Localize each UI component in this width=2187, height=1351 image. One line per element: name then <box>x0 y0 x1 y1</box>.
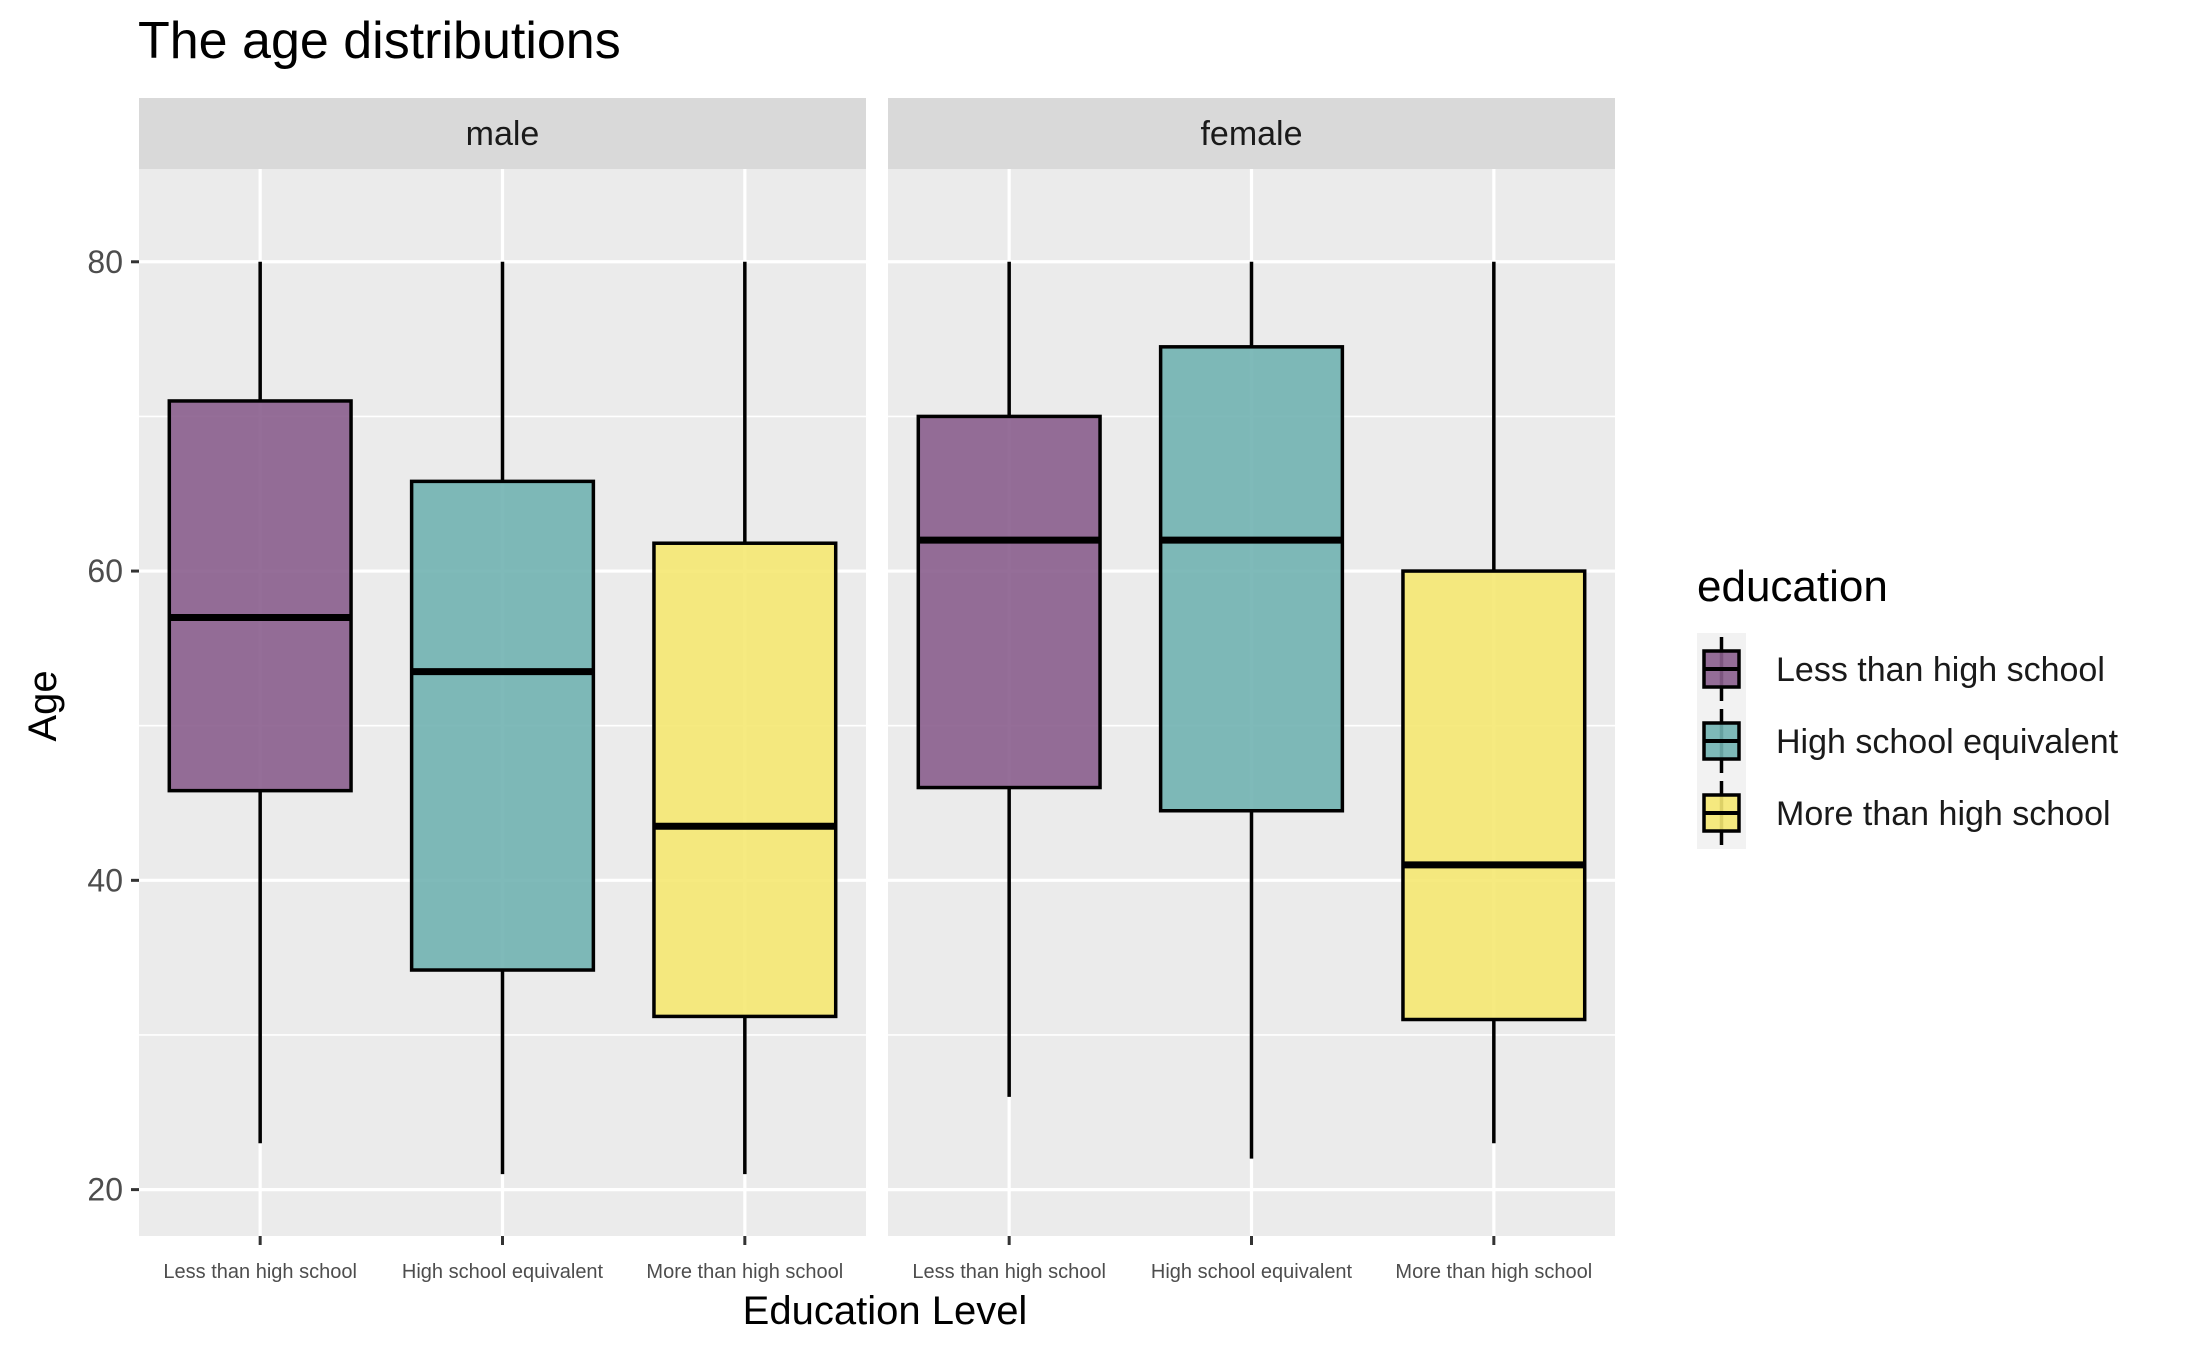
legend-item: Less than high school <box>1702 637 2105 701</box>
facet-strip-label: female <box>1200 115 1302 153</box>
x-tick-label: More than high school <box>646 1261 843 1283</box>
box-female-0 <box>916 261 1102 1097</box>
legend-item-label: High school equivalent <box>1776 723 2119 761</box>
box-male-2 <box>652 261 838 1175</box>
x-tick-label: Less than high school <box>163 1261 356 1283</box>
box-body <box>409 479 596 972</box>
legend: education Less than high school High schoo… <box>1697 562 2119 849</box>
box-body <box>916 414 1102 790</box>
facet-strip <box>888 98 1615 169</box>
facet-panel-male: male Less than high school High school equ… <box>139 98 866 1283</box>
y-tick-label: 60 <box>87 553 123 589</box>
y-tick-label: 20 <box>87 1172 123 1208</box>
facet-strip-label: male <box>466 115 540 153</box>
y-axis: 20 40 60 80 <box>87 244 139 1208</box>
box-body <box>652 541 838 1019</box>
legend-item-label: Less than high school <box>1776 651 2105 689</box>
facet-panels: male Less than high school High school equ… <box>139 98 1615 1283</box>
box-male-1 <box>409 261 596 1175</box>
facet-strip <box>139 98 866 169</box>
legend-item: High school equivalent <box>1702 709 2119 773</box>
legend-item-label: More than high school <box>1776 795 2111 833</box>
x-tick-label: High school equivalent <box>1151 1261 1353 1283</box>
x-axis-title: Education Level <box>743 1289 1028 1333</box>
x-tick-label: More than high school <box>1395 1261 1592 1283</box>
y-tick-label: 40 <box>87 862 123 898</box>
x-tick-label: Less than high school <box>912 1261 1105 1283</box>
legend-item: More than high school <box>1702 781 2111 845</box>
legend-title: education <box>1697 562 1888 611</box>
box-female-2 <box>1401 261 1587 1144</box>
y-axis-title: Age <box>21 670 65 741</box>
facet-panel-female: female Less than high school High school e… <box>888 98 1615 1283</box>
y-tick-label: 80 <box>87 244 123 280</box>
box-male-0 <box>167 261 353 1144</box>
box-body <box>167 399 353 793</box>
x-tick-label: High school equivalent <box>402 1261 604 1283</box>
chart-title: The age distributions <box>138 12 621 70</box>
box-body <box>1158 345 1345 813</box>
box-female-1 <box>1158 261 1345 1159</box>
box-body <box>1401 569 1587 1022</box>
